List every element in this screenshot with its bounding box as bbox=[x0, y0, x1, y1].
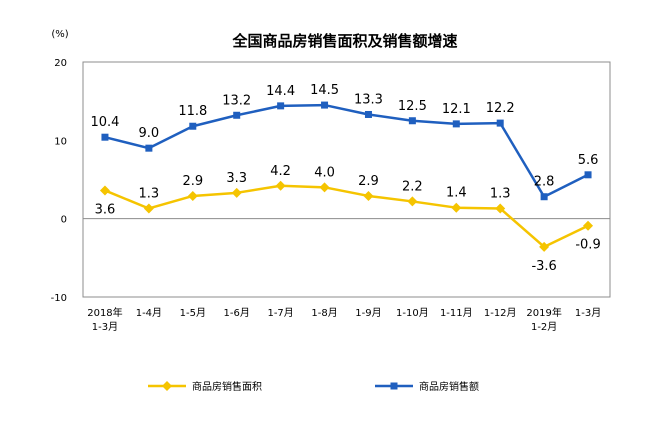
data-point bbox=[277, 102, 285, 110]
x-tick-label: 1-8月 bbox=[311, 307, 337, 319]
data-label: 13.2 bbox=[222, 93, 251, 108]
data-label: 4.0 bbox=[314, 165, 335, 180]
data-point bbox=[99, 185, 110, 196]
data-label: 11.8 bbox=[178, 104, 207, 119]
data-label: 9.0 bbox=[139, 126, 160, 141]
data-point bbox=[408, 117, 416, 125]
legend-marker bbox=[390, 382, 398, 390]
chart-title: 全国商品房销售面积及销售额增速 bbox=[231, 32, 457, 50]
data-label: 5.6 bbox=[578, 153, 599, 168]
series-line-1 bbox=[104, 184, 589, 249]
x-tick-label: 1-5月 bbox=[180, 307, 206, 319]
data-point bbox=[451, 202, 462, 213]
data-label: 12.1 bbox=[442, 102, 471, 117]
data-label: 3.3 bbox=[226, 171, 247, 186]
y-tick-label: 20 bbox=[54, 58, 67, 69]
y-tick-label: 10 bbox=[54, 136, 67, 147]
y-tick-label: -10 bbox=[51, 293, 67, 304]
series-line-2 bbox=[104, 103, 589, 198]
data-point bbox=[539, 241, 550, 252]
data-point bbox=[275, 180, 286, 191]
data-label: 14.4 bbox=[266, 84, 295, 99]
data-point bbox=[319, 182, 330, 193]
data-point bbox=[364, 110, 372, 118]
data-label: -0.9 bbox=[575, 238, 600, 253]
data-label: 14.5 bbox=[310, 83, 339, 98]
data-label: 12.2 bbox=[486, 101, 515, 116]
legend-marker bbox=[162, 381, 172, 391]
legend-label: 商品房销售额 bbox=[419, 380, 479, 393]
data-label: -3.6 bbox=[531, 259, 556, 274]
legend-item-2: 商品房销售额 bbox=[375, 380, 479, 393]
data-label: 2.9 bbox=[358, 174, 379, 189]
data-point bbox=[496, 119, 504, 127]
data-label: 1.4 bbox=[446, 186, 467, 201]
data-point bbox=[145, 144, 153, 152]
x-tick-label: 1-12月 bbox=[484, 307, 517, 319]
data-point bbox=[495, 203, 506, 214]
x-tick-label: 1-6月 bbox=[224, 307, 250, 319]
data-label: 4.2 bbox=[270, 164, 291, 179]
data-point bbox=[452, 120, 460, 128]
data-point bbox=[233, 111, 241, 119]
data-point bbox=[101, 133, 109, 141]
data-label: 12.5 bbox=[398, 99, 427, 114]
x-tick-label: 1-4月 bbox=[136, 307, 162, 319]
x-tick-label: 1-9月 bbox=[355, 307, 381, 319]
x-tick-label: 1-11月 bbox=[440, 307, 473, 319]
data-label: 13.3 bbox=[354, 92, 383, 107]
x-tick-label: 2019年 1-2月 bbox=[526, 306, 561, 333]
data-point bbox=[321, 101, 329, 109]
y-unit-label: (%) bbox=[51, 29, 68, 40]
data-label: 2.2 bbox=[402, 179, 423, 194]
x-tick-label: 1-3月 bbox=[575, 307, 601, 319]
data-point bbox=[143, 203, 154, 214]
data-point bbox=[189, 122, 197, 130]
data-point bbox=[584, 171, 592, 179]
x-tick-label: 1-10月 bbox=[396, 307, 429, 319]
legend-item-1: 商品房销售面积 bbox=[148, 380, 262, 393]
plot-area-frame bbox=[82, 61, 611, 298]
data-point bbox=[363, 190, 374, 201]
data-label: 2.8 bbox=[534, 175, 555, 190]
data-point bbox=[407, 196, 418, 207]
data-point bbox=[231, 187, 242, 198]
legend-label: 商品房销售面积 bbox=[192, 380, 262, 393]
data-point bbox=[187, 190, 198, 201]
data-label: 3.6 bbox=[95, 202, 116, 217]
data-label: 1.3 bbox=[139, 186, 160, 201]
x-tick-label: 2018年 1-3月 bbox=[87, 306, 122, 333]
data-label: 1.3 bbox=[490, 186, 511, 201]
data-label: 10.4 bbox=[90, 115, 119, 130]
data-point bbox=[540, 193, 548, 201]
data-label: 2.9 bbox=[182, 174, 203, 189]
x-tick-label: 1-7月 bbox=[267, 307, 293, 319]
y-tick-label: 0 bbox=[61, 215, 67, 226]
data-point bbox=[583, 220, 594, 231]
